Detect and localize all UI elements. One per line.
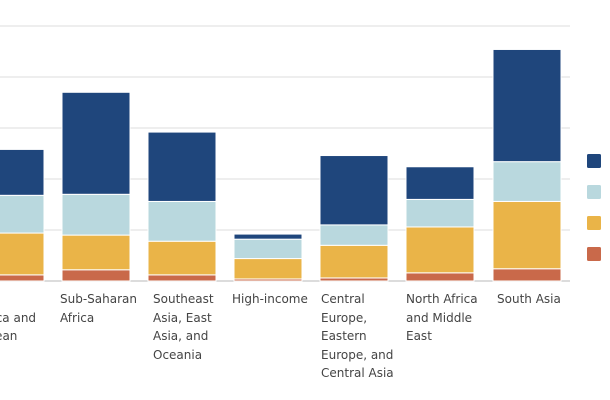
bar-segment: [233, 233, 303, 240]
bar-segment: [147, 131, 217, 202]
bar-segment: [61, 269, 131, 282]
category-tick-label: North Africa and Middle East: [406, 290, 504, 346]
category-tick-label-line: Central: [321, 292, 365, 306]
bar-segment: [233, 238, 303, 260]
bar-segment: [147, 274, 217, 282]
bar-segment: [0, 232, 45, 276]
category-tick-label: ......rica and...bean: [0, 290, 74, 346]
category-tick-label-line: High-income: [232, 292, 308, 306]
category-tick-label-line: ...bean: [0, 329, 18, 343]
category-tick-label-line: Europe, and: [321, 347, 394, 362]
bar-segment: [147, 200, 217, 242]
category-tick-label-line: South Asia: [497, 292, 561, 306]
category-tick-label-line: North Africa: [406, 292, 478, 306]
category-tick-label-line: and Middle: [406, 310, 473, 325]
category-tick-label-line: Sub-Saharan: [60, 292, 137, 306]
bar-segment: [0, 194, 45, 234]
category-tick-label-line: Eastern: [321, 329, 367, 343]
bar-segment: [405, 198, 475, 228]
category-tick-label: Southeast Asia, East Asia, and Oceania: [153, 290, 251, 364]
category-tick-label-line: Southeast: [153, 292, 214, 306]
bar-segment: [61, 234, 131, 271]
bar-segment: [405, 272, 475, 282]
bar-segment: [492, 161, 562, 202]
category-tick-label-line: Oceania: [153, 347, 203, 362]
legend-swatch: [587, 216, 601, 230]
bar-segment: [405, 226, 475, 274]
bar-segment: [319, 224, 389, 246]
category-tick-label: South Asia: [497, 290, 595, 309]
category-tick-label: Sub-Saharan Africa: [60, 290, 158, 327]
legend-swatch: [587, 185, 601, 199]
bar-segment: [492, 48, 562, 163]
category-tick-label-line: Africa: [60, 310, 95, 325]
bar-segment: [319, 155, 389, 226]
bar-segment: [147, 240, 217, 276]
bar-segment: [405, 166, 475, 200]
category-tick-label: High-income: [232, 290, 330, 309]
category-tick-label-line: Asia, and: [153, 329, 209, 343]
category-tick-label-line: Asia, East: [153, 310, 212, 325]
category-tick-label-line: Europe,: [321, 310, 368, 325]
bar-segment: [492, 268, 562, 282]
bar-segment: [233, 258, 303, 280]
category-tick-label-line: Central Asia: [321, 366, 394, 380]
bar-segment: [0, 274, 45, 282]
legend-swatch: [587, 247, 601, 261]
bar-segment: [61, 193, 131, 236]
bar-segment: [0, 148, 45, 196]
bar-segment: [61, 91, 131, 195]
category-tick-label-line: ...rica and: [0, 310, 37, 325]
bar-segment: [492, 200, 562, 270]
category-tick-label: Central Europe, Eastern Europe, and Central …: [321, 290, 419, 383]
legend-swatch: [587, 154, 601, 168]
category-tick-label-line: East: [406, 329, 432, 343]
bar-segment: [319, 244, 389, 279]
